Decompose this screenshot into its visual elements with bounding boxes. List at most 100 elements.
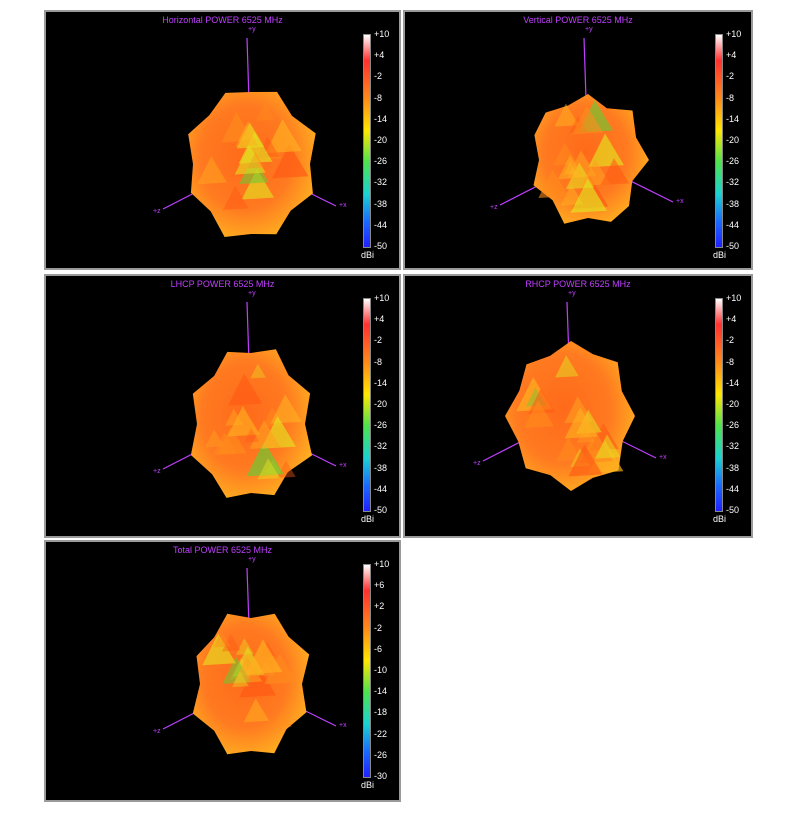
panel-title: LHCP POWER 6525 MHz <box>170 279 275 289</box>
colorbar-tick-label: -38 <box>726 198 740 209</box>
colorbar-tick-label: -26 <box>726 156 740 167</box>
colorbar-tick-label: -6 <box>374 643 383 654</box>
surface-facet <box>538 169 569 199</box>
colorbar-tick-label: -8 <box>726 92 735 103</box>
axis-label-x: +x <box>339 202 347 209</box>
colorbar <box>715 34 723 248</box>
colorbar-tick-label: -20 <box>726 399 740 409</box>
colorbar-tick-label: -18 <box>374 707 388 718</box>
colorbar-tick-label: -22 <box>374 728 388 739</box>
surface-facet <box>570 178 607 213</box>
axis-label-x: +x <box>676 198 684 205</box>
colorbar-tick-label: -14 <box>726 377 740 388</box>
colorbar-tick-label: -14 <box>374 113 388 124</box>
surface-facet <box>227 373 263 406</box>
colorbar-tick-label: +4 <box>374 314 385 325</box>
surface-facet <box>257 458 281 480</box>
surface-facet <box>250 363 266 379</box>
colorbar-tick-label: -20 <box>374 135 388 145</box>
panel-rhcp: RHCP POWER 6525 MHz +y +x +z +10 +4 -2 -8 -14 -2… <box>403 274 753 538</box>
axis-label-z: +z <box>153 728 161 735</box>
colorbar-tick-label: -32 <box>726 177 740 188</box>
colorbar-tick-label: -26 <box>374 156 388 167</box>
colorbar-tick-label: -2 <box>374 335 383 346</box>
colorbar-tick-label: -30 <box>374 771 388 781</box>
pattern-svg <box>499 37 674 224</box>
pattern-svg <box>162 37 337 238</box>
colorbar-tick-label: -14 <box>374 377 388 388</box>
axis-label-y: +y <box>248 26 256 33</box>
surface-facet <box>243 428 260 443</box>
pattern-svg <box>482 301 657 491</box>
surface-facet <box>265 118 302 154</box>
colorbar-unit: dBi <box>361 780 375 790</box>
panel-title: Total POWER 6525 MHz <box>172 545 273 555</box>
colorbar-tick-label: -44 <box>374 483 388 494</box>
colorbar <box>715 298 723 512</box>
colorbar-tick-label: -38 <box>374 198 388 209</box>
colorbar-tick-label: -2 <box>374 622 383 633</box>
colorbar-tick-label: -50 <box>374 241 388 251</box>
axis-label-x: +x <box>659 454 667 461</box>
surface-facet <box>556 437 582 462</box>
surface-facet <box>572 105 604 135</box>
surface-facet <box>555 355 579 378</box>
colorbar-tick-label: +10 <box>726 29 742 39</box>
colorbar-tick-label: +10 <box>374 29 390 39</box>
panel-vertical: Vertical POWER 6525 MHz +y +x +z +10 +4 -2 -8 -… <box>403 10 753 270</box>
colorbar-tick-label: +4 <box>726 50 737 61</box>
surface-facet <box>255 102 276 121</box>
pattern-svg <box>162 567 337 755</box>
surface-facet <box>202 633 236 666</box>
surface-facet <box>247 152 265 169</box>
colorbar-tick-label: -26 <box>726 420 740 431</box>
colorbar-tick-label: +4 <box>374 50 385 61</box>
axis-label-y: +y <box>585 26 593 33</box>
surface-facet <box>241 169 275 200</box>
colorbar-tick-label: -14 <box>726 113 740 124</box>
axis-label-z: +z <box>153 468 161 475</box>
surface-facet <box>249 420 281 449</box>
colorbar-tick-label: -10 <box>374 665 388 675</box>
colorbar-tick-label: -32 <box>374 441 388 452</box>
panel-lhcp: LHCP POWER 6525 MHz +y +x +z +10 +4 -2 -8 -14 -2… <box>44 274 401 538</box>
colorbar-tick-label: +10 <box>726 293 742 303</box>
colorbar-tick-label: +4 <box>726 314 737 325</box>
surface-facet <box>197 156 227 185</box>
colorbar-tick-label: -2 <box>726 335 735 346</box>
panel-total: Total POWER 6525 MHz +y +x +z +10 +6 +2 -2 -6 -1… <box>44 540 401 802</box>
colorbar-tick-label: -50 <box>726 505 740 515</box>
surface-facet <box>227 405 260 437</box>
colorbar-tick-label: -38 <box>374 462 388 473</box>
surface-facet <box>235 638 254 655</box>
colorbar-tick-label: -8 <box>374 356 383 367</box>
surface-facet <box>221 633 241 652</box>
axis-label-z: +z <box>473 460 481 467</box>
surface-facet <box>564 407 598 439</box>
colorbar-tick-label: -38 <box>726 462 740 473</box>
colorbar-unit: dBi <box>361 250 375 260</box>
surface-facet <box>270 394 302 424</box>
colorbar <box>363 298 371 512</box>
colorbar-tick-label: -14 <box>374 686 388 697</box>
colorbar <box>363 564 371 778</box>
colorbar <box>363 34 371 248</box>
surface-facet <box>594 434 621 459</box>
axis-label-x: +x <box>339 462 347 469</box>
surface-facet <box>234 145 266 175</box>
surface-facet <box>272 710 292 728</box>
colorbar-tick-label: +10 <box>374 293 390 303</box>
colorbar-tick-label: -50 <box>374 505 388 515</box>
panel-title: Horizontal POWER 6525 MHz <box>162 15 283 25</box>
colorbar-tick-label: -50 <box>726 241 740 251</box>
panel-title: RHCP POWER 6525 MHz <box>525 279 631 289</box>
surface-facet <box>232 671 249 688</box>
colorbar-tick-label: -2 <box>726 71 735 82</box>
axis-label-x: +x <box>339 722 347 729</box>
colorbar-unit: dBi <box>713 514 727 524</box>
surface-facet <box>524 400 554 428</box>
surface-facet <box>246 441 284 477</box>
colorbar-tick-label: -20 <box>374 399 388 409</box>
surface-facet <box>588 133 624 168</box>
axis-label-y: +y <box>248 290 256 297</box>
